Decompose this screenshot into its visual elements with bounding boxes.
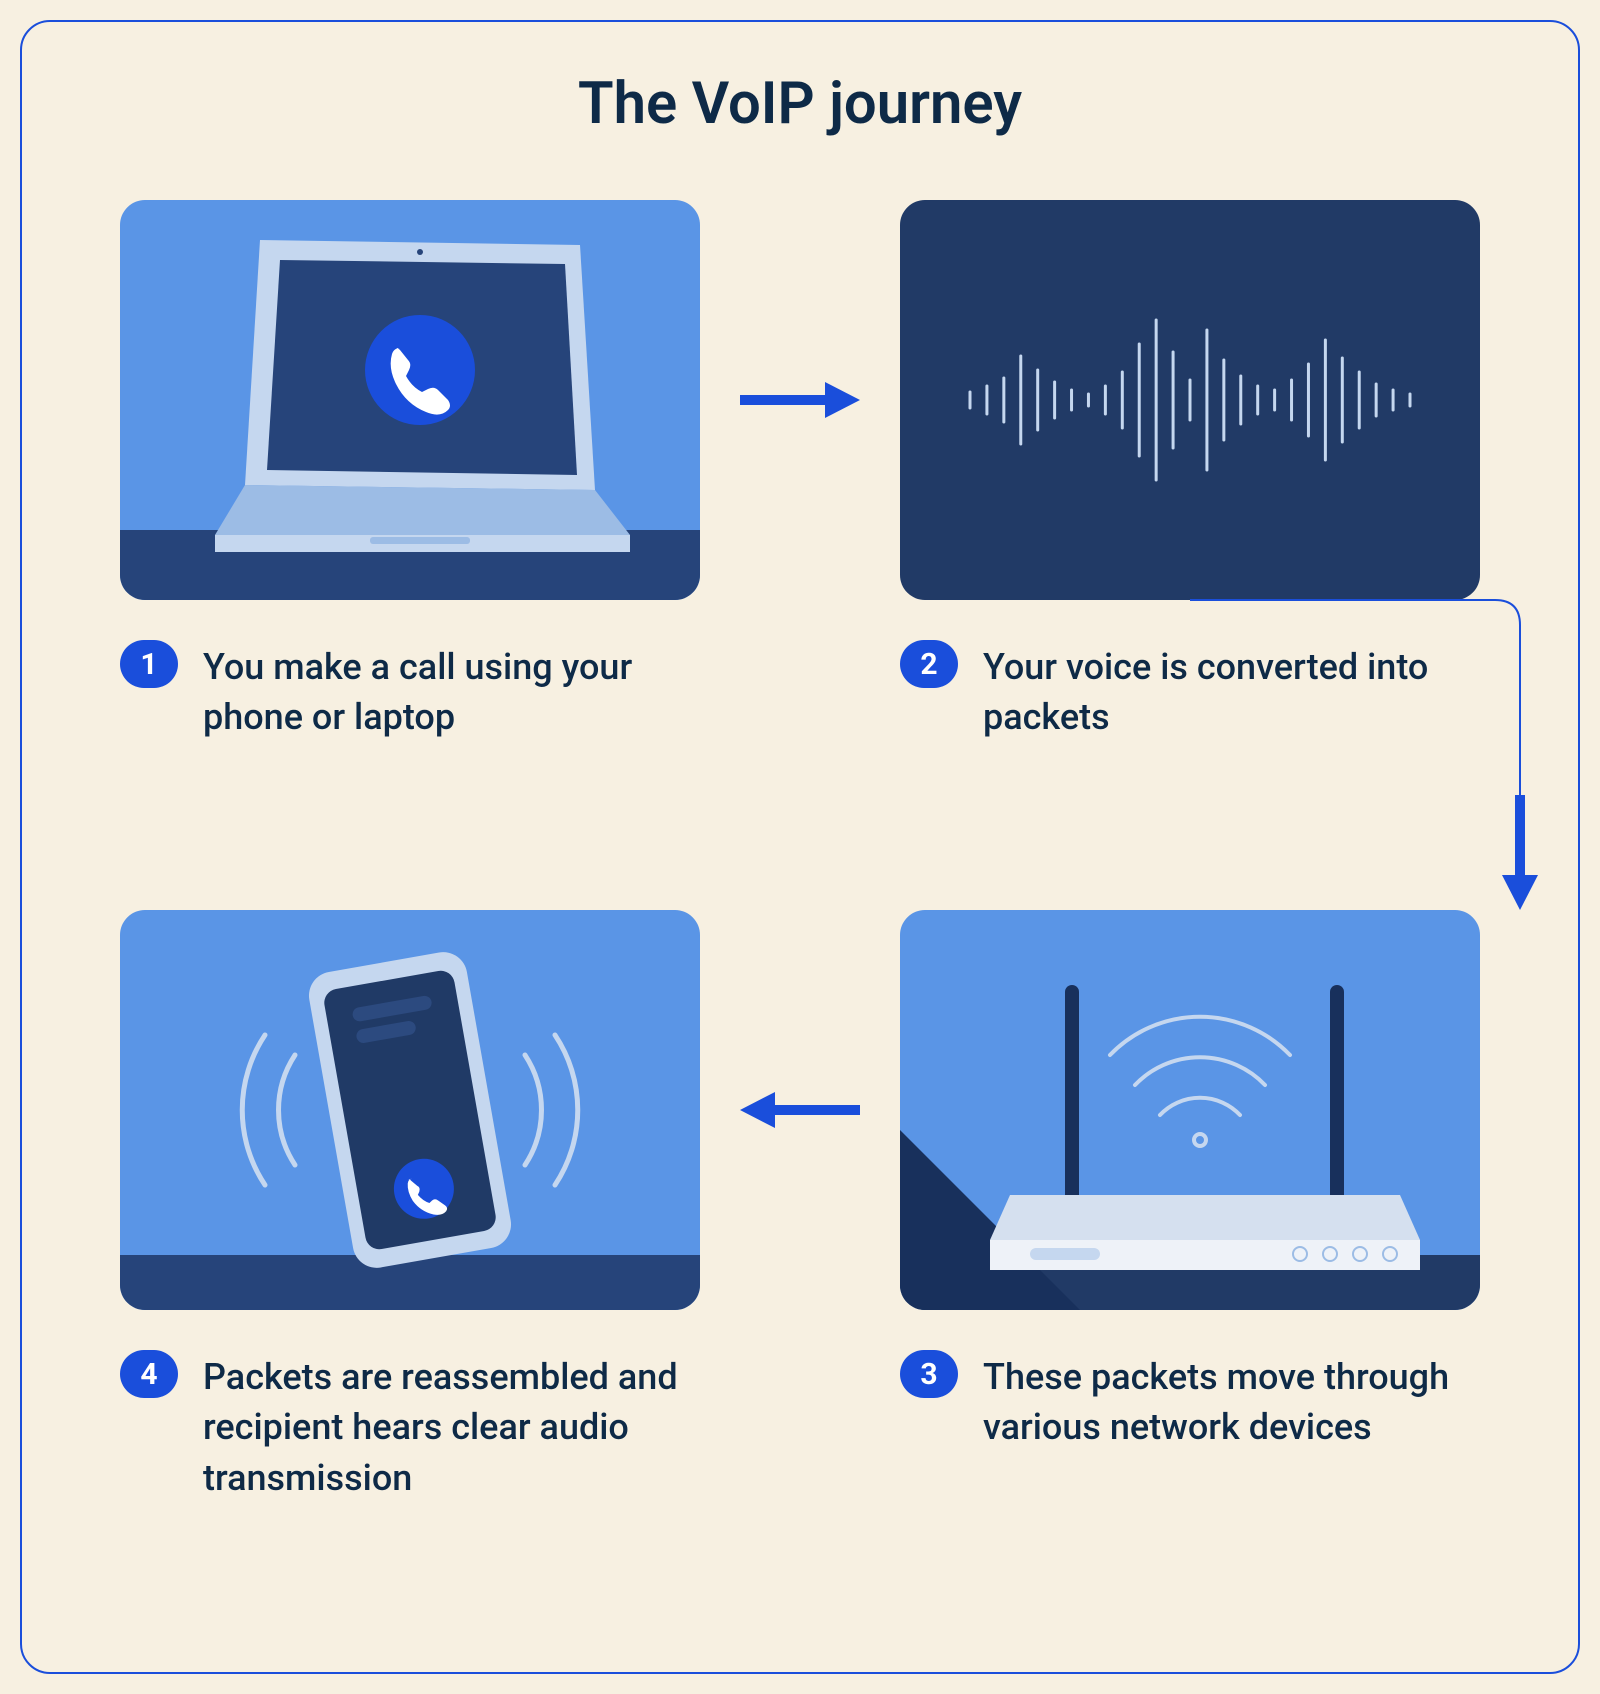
page-title: The VoIP journey: [0, 70, 1600, 138]
card-step-4: [120, 910, 700, 1310]
step-text-4: Packets are reassembled and recipient he…: [203, 1350, 700, 1503]
arrow-step3-to-step4: [740, 1092, 860, 1128]
router-illustration: [900, 910, 1480, 1310]
step-4: 4 Packets are reassembled and recipient …: [120, 1350, 700, 1503]
step-text-2: Your voice is converted into packets: [983, 640, 1480, 743]
step-3: 3 These packets move through various net…: [900, 1350, 1480, 1453]
laptop-illustration: [120, 200, 700, 600]
step-text-3: These packets move through various netwo…: [983, 1350, 1480, 1453]
step-text-1: You make a call using your phone or lapt…: [203, 640, 700, 743]
step-1: 1 You make a call using your phone or la…: [120, 640, 700, 743]
waveform-illustration: [900, 200, 1480, 600]
step-badge-2: 2: [900, 640, 958, 688]
step-badge-1: 1: [120, 640, 178, 688]
card-step-1: [120, 200, 700, 600]
card-step-3: [900, 910, 1480, 1310]
step-2: 2 Your voice is converted into packets: [900, 640, 1480, 743]
arrow-step1-to-step2: [740, 382, 860, 418]
step-badge-3: 3: [900, 1350, 958, 1398]
phone-illustration: [120, 910, 700, 1310]
card-step-2: [900, 200, 1480, 600]
step-badge-4: 4: [120, 1350, 178, 1398]
